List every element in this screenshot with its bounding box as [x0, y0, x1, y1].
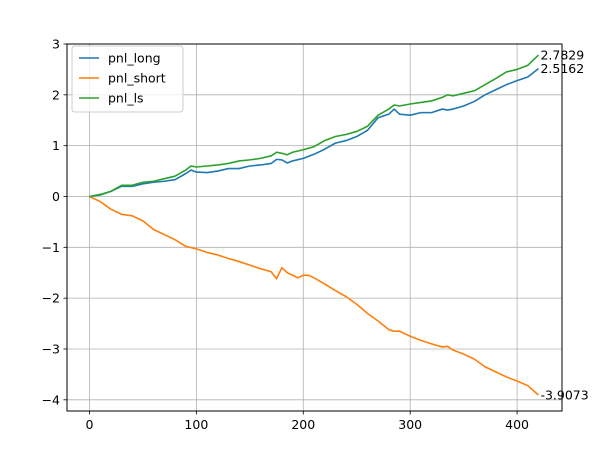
series-line-pnl_long	[89, 67, 539, 198]
y-tick-label: −3	[42, 341, 60, 356]
legend-label-pnl_short: pnl_short	[108, 71, 166, 86]
y-tick-label: 3	[52, 37, 60, 52]
x-axis: 0 100 200 300 400	[85, 411, 529, 432]
x-tick-label: 400	[505, 417, 529, 432]
series-line-pnl_ls	[89, 54, 540, 198]
x-tick-label: 300	[398, 417, 422, 432]
series-layer	[89, 54, 540, 396]
end-label-pnl_ls: 2.7829	[540, 48, 584, 63]
legend: pnl_long pnl_short pnl_ls	[71, 45, 184, 113]
y-tick-label: 0	[52, 189, 60, 204]
plot-frame	[66, 43, 563, 412]
y-tick-label: −4	[42, 392, 60, 407]
legend-box	[71, 45, 184, 113]
legend-label-pnl_ls: pnl_ls	[108, 91, 144, 106]
legend-label-pnl_long: pnl_long	[108, 51, 161, 66]
x-tick-label: 200	[291, 417, 315, 432]
y-tick-label: −1	[42, 240, 60, 255]
y-tick-label: 1	[52, 138, 60, 153]
end-label-pnl_long: 2.5162	[540, 61, 584, 76]
x-tick-label: 0	[85, 417, 93, 432]
y-tick-label: 2	[52, 87, 60, 102]
y-tick-label: −2	[42, 291, 60, 306]
series-line-pnl_short	[89, 195, 540, 396]
x-tick-label: 100	[184, 417, 208, 432]
end-labels: 2.5162 -3.9073 2.7829	[540, 48, 588, 403]
y-axis: −4 −3 −2 −1 0 1 2 3	[42, 37, 67, 407]
end-label-pnl_short: -3.9073	[540, 388, 588, 403]
